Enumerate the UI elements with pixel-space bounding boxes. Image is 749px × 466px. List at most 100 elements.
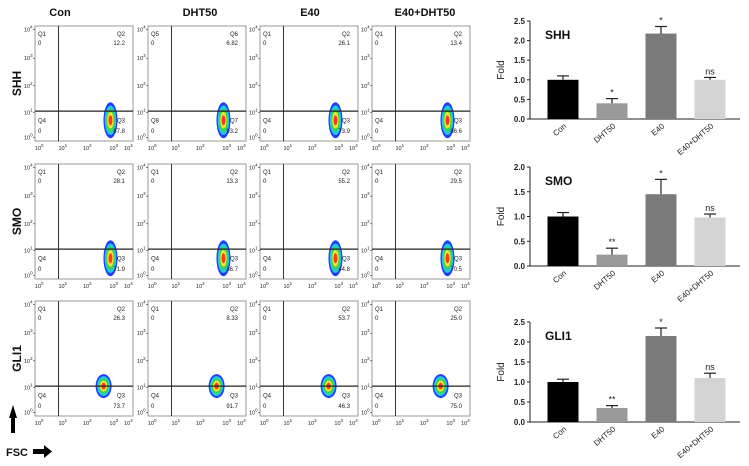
tick-exponent: 3	[255, 191, 258, 196]
bar	[547, 382, 579, 422]
x-tick-label: 104	[237, 281, 246, 290]
tick-base: 10	[249, 194, 255, 200]
quadrant-value: 13.4	[450, 41, 462, 47]
tick-exponent: 3	[229, 281, 232, 286]
tick-exponent: 2	[255, 81, 258, 86]
row-marker-label: SMO	[10, 208, 24, 235]
tick-exponent: 2	[202, 143, 205, 148]
tick-base: 10	[395, 146, 401, 152]
x-tick-label: 103	[334, 418, 343, 427]
quadrant-value: 70.5	[450, 267, 462, 273]
x-tick-label: 104	[237, 143, 246, 152]
y-tick-label: 100	[361, 271, 370, 280]
x-tick-label: 101	[395, 418, 404, 427]
tick-base: 10	[260, 421, 266, 427]
y-tick-label: 103	[361, 328, 370, 337]
tick-exponent: 1	[143, 382, 146, 387]
tick-base: 10	[124, 146, 130, 152]
x-tick-label: 101	[58, 143, 67, 152]
tick-exponent: 2	[143, 81, 146, 86]
y-tick-label: 1.0	[514, 213, 526, 222]
x-tick-label: 104	[124, 281, 133, 290]
tick-exponent: 2	[314, 418, 317, 423]
x-tick-label: 102	[420, 143, 429, 152]
tick-base: 10	[83, 284, 89, 290]
bar-chart-shh: 0.0 0.5 1.0 1.5 2.0 2.5 Fold SHH Con * DHT50 * E40 ns…	[496, 15, 740, 157]
quadrant-value: 73.9	[338, 129, 350, 135]
tick-exponent: 3	[30, 191, 33, 196]
y-tick-label: 103	[24, 191, 33, 200]
tick-exponent: 4	[467, 418, 470, 423]
tick-base: 10	[249, 385, 255, 391]
tick-exponent: 1	[178, 418, 181, 423]
x-tick-label: DHT50	[592, 424, 618, 448]
tick-base: 10	[137, 359, 143, 365]
density-contour	[108, 253, 113, 264]
tick-base: 10	[260, 284, 266, 290]
quadrant-value: 0	[263, 129, 267, 135]
tick-exponent: 3	[367, 328, 370, 333]
x-tick-label: E40+DHT50	[676, 268, 716, 304]
y-tick-label: 0.0	[514, 418, 526, 427]
tick-exponent: 2	[143, 356, 146, 361]
density-contour	[333, 253, 338, 264]
tick-base: 10	[283, 146, 289, 152]
quadrant-value: 87.8	[113, 129, 125, 135]
column-title: Con	[49, 7, 71, 19]
tick-base: 10	[361, 359, 367, 365]
x-tick-label: 103	[222, 281, 231, 290]
tick-base: 10	[24, 274, 30, 280]
tick-base: 10	[372, 146, 378, 152]
chart-title: GLI1	[545, 329, 572, 343]
y-tick-label: 101	[249, 382, 258, 391]
tick-exponent: 0	[378, 281, 381, 286]
tick-base: 10	[334, 421, 340, 427]
y-tick-label: 101	[361, 245, 370, 254]
flow-panel: Q10Q28.33Q391.7Q401001001011011021021031…	[137, 299, 247, 427]
tick-exponent: 0	[30, 408, 33, 413]
tick-exponent: 2	[202, 418, 205, 423]
significance-label: *	[659, 317, 663, 327]
tick-exponent: 0	[378, 418, 381, 423]
y-tick-label: 104	[249, 162, 258, 171]
tick-base: 10	[395, 284, 401, 290]
quadrant-label: Q2	[117, 32, 126, 38]
tick-exponent: 3	[341, 143, 344, 148]
quadrant-value: 0	[151, 129, 155, 135]
density-contour	[108, 115, 113, 126]
tick-exponent: 4	[255, 162, 258, 167]
y-tick-label: 103	[137, 191, 146, 200]
quadrant-label: Q4	[375, 394, 384, 400]
y-tick-label: 103	[137, 53, 146, 62]
flow-panel: Q10Q226.1Q373.9Q401001001011011021021031…	[249, 24, 359, 152]
y-axis-label: Fold	[496, 362, 507, 381]
x-tick-label: 104	[124, 143, 133, 152]
tick-base: 10	[420, 421, 426, 427]
bar	[596, 103, 628, 119]
bar	[694, 217, 726, 266]
plot-frame	[34, 300, 134, 417]
tick-base: 10	[420, 284, 426, 290]
tick-exponent: 0	[30, 271, 33, 276]
tick-exponent: 4	[130, 281, 133, 286]
quadrant-value: 0	[151, 316, 155, 322]
y-tick-label: 102	[249, 219, 258, 228]
x-tick-label: 101	[171, 143, 180, 152]
tick-exponent: 2	[426, 418, 429, 423]
tick-exponent: 3	[367, 53, 370, 58]
tick-base: 10	[249, 331, 255, 337]
x-tick-label: 101	[283, 143, 292, 152]
y-tick-label: 103	[249, 53, 258, 62]
tick-exponent: 3	[143, 53, 146, 58]
x-tick-label: 103	[446, 281, 455, 290]
up-arrow-shaft	[11, 417, 15, 433]
tick-base: 10	[361, 27, 367, 33]
quadrant-value: 0	[38, 267, 42, 273]
quadrant-label: Q1	[263, 32, 272, 38]
tick-exponent: 4	[143, 299, 146, 304]
tick-base: 10	[24, 248, 30, 254]
bar-chart-smo: 0.0 0.5 1.0 1.5 2.0 Fold SMO Con ** DHT50 * E40 ns E4…	[496, 163, 740, 304]
y-tick-label: 102	[361, 81, 370, 90]
x-tick-label: 102	[196, 143, 205, 152]
